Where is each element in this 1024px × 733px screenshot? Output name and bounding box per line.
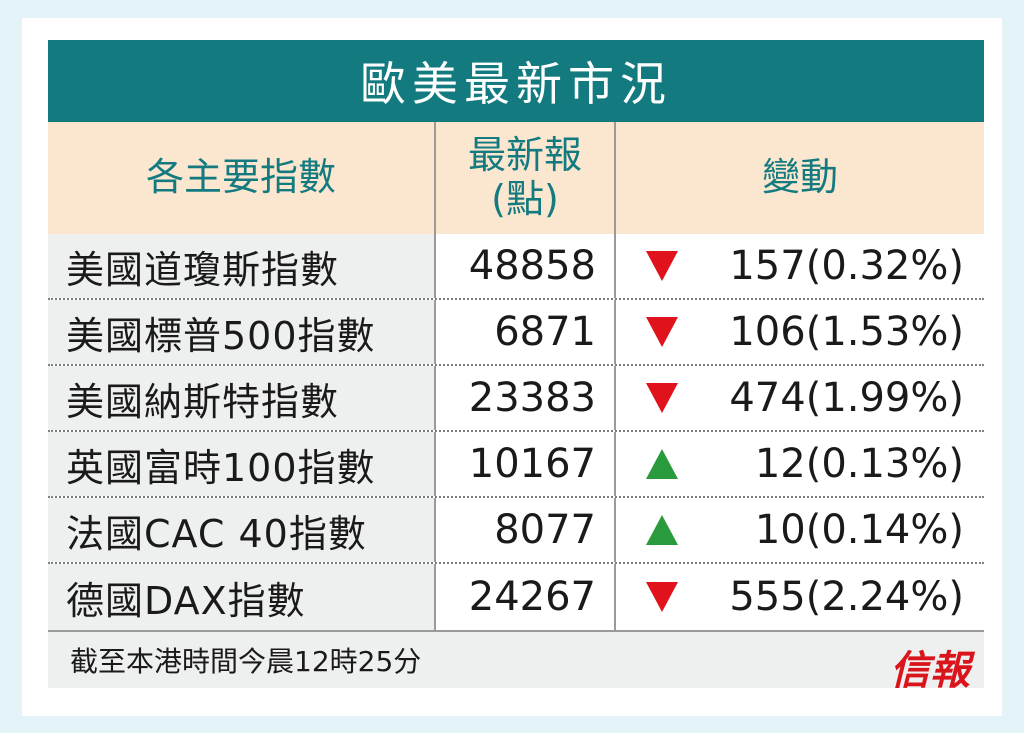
index-change: 106(1.53%) bbox=[616, 300, 984, 364]
index-value: 8077 bbox=[434, 498, 616, 562]
change-text: 555(2.24%) bbox=[729, 574, 964, 620]
index-change: 10(0.14%) bbox=[616, 498, 984, 562]
header-latest: 最新報 (點) bbox=[434, 122, 616, 234]
index-name: 德國DAX指數 bbox=[48, 564, 434, 630]
index-change: 157(0.32%) bbox=[616, 234, 984, 298]
footer: 截至本港時間今晨12時25分 信報 bbox=[48, 630, 984, 694]
index-name: 美國納斯特指數 bbox=[48, 366, 434, 430]
change-text: 10(0.14%) bbox=[754, 507, 964, 553]
header-latest-line1: 最新報 bbox=[467, 133, 582, 178]
table-row: 美國道瓊斯指數 48858 157(0.32%) bbox=[48, 234, 984, 300]
header-index: 各主要指數 bbox=[145, 155, 336, 200]
down-arrow-icon bbox=[646, 582, 678, 612]
header-latest-line2: (點) bbox=[491, 177, 559, 221]
table-row: 美國納斯特指數 23383 474(1.99%) bbox=[48, 366, 984, 432]
index-value: 48858 bbox=[434, 234, 616, 298]
table-row: 英國富時100指數 10167 12(0.13%) bbox=[48, 432, 984, 498]
publisher-logo: 信報 bbox=[890, 647, 970, 694]
down-arrow-icon bbox=[646, 383, 678, 413]
index-name: 美國道瓊斯指數 bbox=[48, 234, 434, 298]
index-value: 6871 bbox=[434, 300, 616, 364]
index-name: 美國標普500指數 bbox=[48, 300, 434, 364]
index-name: 英國富時100指數 bbox=[48, 432, 434, 496]
table-title: 歐美最新市況 bbox=[48, 40, 984, 122]
index-value: 24267 bbox=[434, 564, 616, 630]
change-text: 157(0.32%) bbox=[729, 243, 964, 289]
header-row: 各主要指數 最新報 (點) 變動 bbox=[48, 122, 984, 234]
table-row: 法國CAC 40指數 8077 10(0.14%) bbox=[48, 498, 984, 564]
market-table: 歐美最新市況 各主要指數 最新報 (點) 變動 美國道瓊斯指數 48858 157(… bbox=[48, 40, 984, 694]
table-row: 美國標普500指數 6871 106(1.53%) bbox=[48, 300, 984, 366]
change-text: 106(1.53%) bbox=[729, 309, 964, 355]
down-arrow-icon bbox=[646, 251, 678, 281]
up-arrow-icon bbox=[646, 449, 678, 479]
index-change: 12(0.13%) bbox=[616, 432, 984, 496]
up-arrow-icon bbox=[646, 515, 678, 545]
index-value: 23383 bbox=[434, 366, 616, 430]
change-text: 474(1.99%) bbox=[729, 375, 964, 421]
table-row: 德國DAX指數 24267 555(2.24%) bbox=[48, 564, 984, 630]
index-change: 555(2.24%) bbox=[616, 564, 984, 630]
index-name: 法國CAC 40指數 bbox=[48, 498, 434, 562]
footer-note: 截至本港時間今晨12時25分 bbox=[70, 645, 422, 678]
header-change: 變動 bbox=[761, 155, 838, 200]
change-text: 12(0.13%) bbox=[754, 441, 964, 487]
index-value: 10167 bbox=[434, 432, 616, 496]
down-arrow-icon bbox=[646, 317, 678, 347]
index-change: 474(1.99%) bbox=[616, 366, 984, 430]
data-rows: 美國道瓊斯指數 48858 157(0.32%) 美國標普500指數 6871 106(1… bbox=[48, 234, 984, 630]
